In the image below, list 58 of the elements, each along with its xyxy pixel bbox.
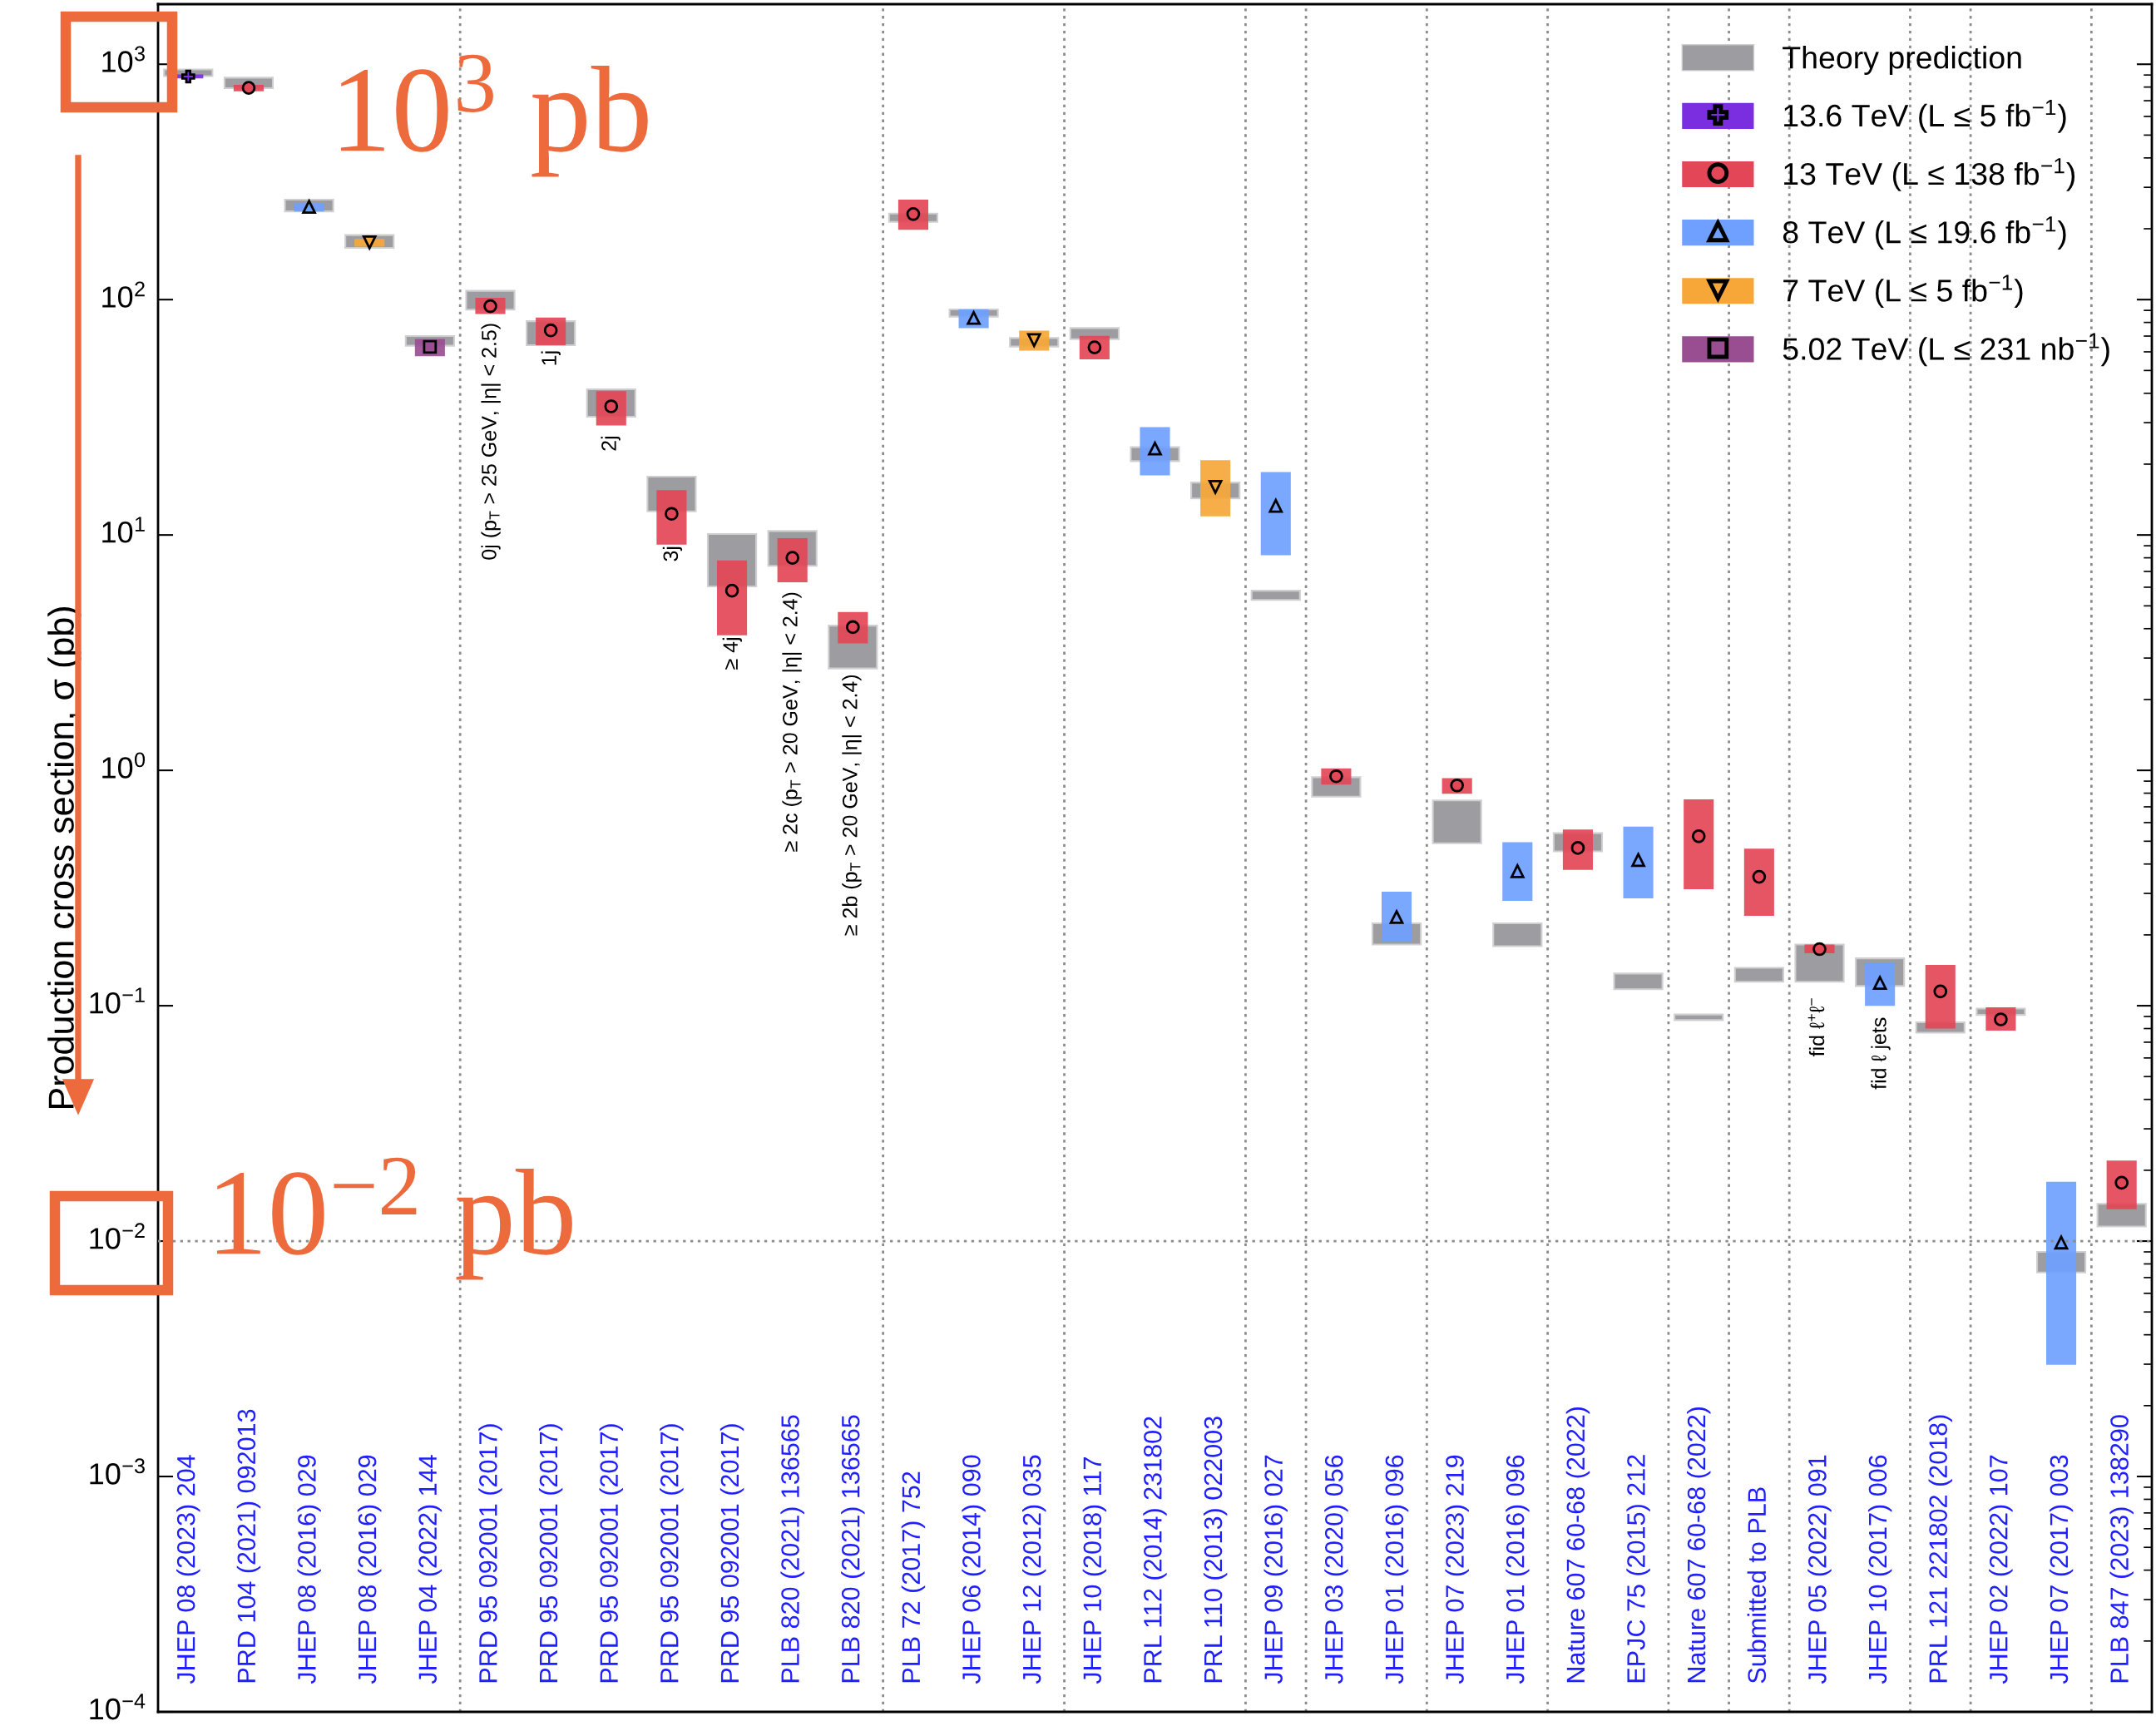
y-tick-label: 10$^{3}$ [102,46,145,72]
annotation: 3j [662,546,683,561]
annotation: ≥ 2c (p$_{T}$ > 20 GeV, |η| < 2.4) [782,592,802,852]
x-tick-label: EPJC 75 (2015) 212 [1626,1455,1650,1683]
annotation: fid ℓ$^{+}$ℓ$^{−}$ [1807,998,1825,1057]
annotation: ≥ 4j [722,638,742,670]
legend-label: 8 TeV (L ≤ 19.6 fb$^{−1}$) [1783,216,2066,250]
x-tick-label: JHEP 01 (2016) 096 [1384,1455,1409,1684]
legend-label: 13 TeV (L ≤ 138 fb$^{−1}$) [1784,158,2075,191]
x-tick-label: JHEP 01 (2016) 096 [1506,1455,1530,1684]
x-tick-label: JHEP 07 (2023) 219 [1445,1455,1469,1684]
annotation: ≥ 2b (p$_{T}$ > 20 GeV, |η| < 2.4) [842,675,862,936]
x-tick-label: PRL 112 (2014) 231802 [1143,1417,1167,1683]
x-tick-label: PRD 95 092001 (2017) [599,1424,623,1683]
legend-label: 7 TeV (L ≤ 5 fb$^{−1}$) [1783,274,2023,309]
x-tick-label: JHEP 05 (2022) 091 [1807,1455,1832,1684]
x-tick-label: JHEP 09 (2016) 027 [1263,1455,1288,1684]
legend-label: 5.02 TeV (L ≤ 231 nb$^{−1}$) [1783,333,2109,367]
legend-label: 13.6 TeV (L ≤ 5 fb$^{−1}$) [1784,100,2066,133]
legend-label: Theory prediction [1783,46,2021,76]
x-tick-label: JHEP 06 (2014) 090 [962,1455,986,1684]
x-tick-label: JHEP 12 (2012) 035 [1021,1455,1046,1684]
x-tick-label: PRD 95 092001 (2017) [719,1424,744,1683]
y-tick-label: 10$^{−4}$ [90,1694,146,1720]
x-tick-label: PLB 820 (2021) 136565 [780,1415,804,1683]
x-tick-label: JHEP 08 (2016) 029 [297,1455,321,1684]
x-tick-label: JHEP 04 (2022) 144 [418,1455,443,1684]
y-tick-label: 10$^{−1}$ [90,987,145,1014]
x-tick-label: PRD 95 092001 (2017) [538,1424,563,1683]
y-tick-label: 10$^{2}$ [102,281,145,308]
x-tick-label: JHEP 10 (2018) 117 [1082,1457,1107,1684]
x-tick-label: JHEP 08 (2023) 204 [176,1455,200,1684]
y-tick-label: 10$^{−2}$ [90,1223,145,1249]
y-tick-label: 10$^{−3}$ [90,1458,145,1485]
annotation: 10$^{−2}$ pb [216,1157,572,1280]
y-tick-label: 10$^{1}$ [102,517,145,543]
annotation: 1j [541,351,561,365]
annotation: 2j [601,437,621,451]
x-tick-label: PRD 95 092001 (2017) [478,1424,502,1683]
x-tick-label: JHEP 03 (2020) 056 [1324,1455,1348,1684]
x-tick-label: Submitted to PLB [1747,1487,1767,1684]
x-tick-label: JHEP 07 (2017) 003 [2049,1455,2074,1684]
x-tick-label: PRD 95 092001 (2017) [660,1424,684,1683]
annotation: 0j (p$_{T}$ > 25 GeV, |η| < 2.5) [481,324,501,560]
annotation: fid ℓ jets [1871,1017,1891,1090]
x-tick-label: JHEP 10 (2017) 006 [1867,1455,1892,1684]
y-tick-label: 10$^{0}$ [102,752,146,779]
x-tick-label: PLB 847 (2023) 138290 [2109,1415,2134,1683]
x-tick-label: Nature 607 60-68 (2022) [1565,1407,1590,1683]
x-tick-label: PRL 110 (2013) 022003 [1203,1417,1228,1683]
x-tick-label: JHEP 08 (2016) 029 [357,1455,382,1684]
x-tick-label: PRL 121 221802 (2018) [1928,1415,1952,1683]
x-tick-label: Nature 607 60-68 (2022) [1686,1407,1711,1683]
x-tick-label: PLB 820 (2021) 136565 [841,1415,865,1683]
annotation: 10$^{3}$ pb [340,54,648,177]
x-tick-label: JHEP 02 (2022) 107 [1989,1455,2013,1684]
x-tick-label: PRD 104 (2021) 092013 [236,1409,261,1683]
x-tick-label: PLB 72 (2017) 752 [901,1471,926,1683]
